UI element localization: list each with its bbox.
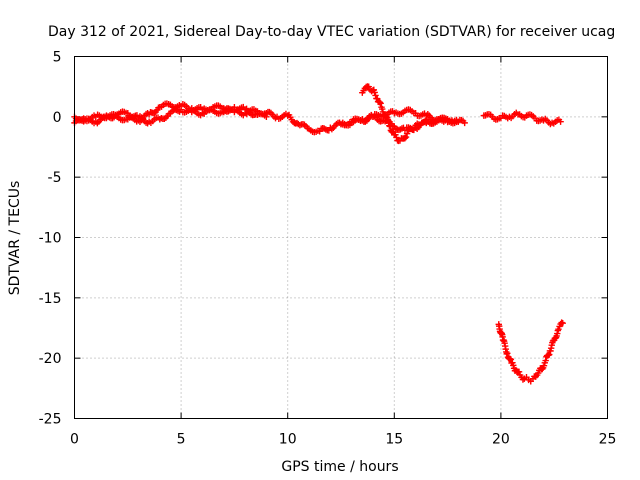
x-tick-label: 20 bbox=[492, 432, 510, 448]
data-point bbox=[231, 103, 247, 113]
plot-frame bbox=[74, 56, 608, 419]
x-tick-label: 25 bbox=[599, 432, 617, 448]
data-point bbox=[337, 119, 354, 129]
x-tick-label: 15 bbox=[385, 432, 403, 448]
y-tick-label: -25 bbox=[39, 412, 62, 428]
data-point bbox=[156, 110, 173, 123]
data-point bbox=[124, 110, 141, 121]
data-point bbox=[433, 114, 450, 124]
data-point bbox=[529, 373, 539, 382]
series-track-e bbox=[480, 109, 564, 128]
data-point bbox=[559, 319, 566, 327]
data-point bbox=[252, 110, 268, 119]
data-point bbox=[177, 106, 194, 116]
data-point bbox=[495, 321, 506, 341]
data-point bbox=[538, 359, 549, 373]
tick-labels: 0 5 10 15 20 25 -25 -20 -15 -10 -5 0 5 bbox=[39, 50, 617, 448]
y-tick-label: -5 bbox=[48, 170, 62, 186]
y-axis-label: SDTVAR / TECUs bbox=[7, 181, 23, 296]
data-marks bbox=[71, 83, 566, 385]
data-point bbox=[284, 111, 301, 127]
y-tick-label: -10 bbox=[39, 231, 62, 247]
data-point bbox=[542, 351, 553, 364]
data-point bbox=[461, 119, 468, 127]
y-tick-label: 0 bbox=[53, 110, 62, 126]
x-axis-label: GPS time / hours bbox=[281, 459, 398, 475]
data-point bbox=[455, 118, 462, 125]
data-point bbox=[412, 118, 428, 133]
data-point bbox=[220, 105, 237, 116]
series-track-f bbox=[495, 319, 566, 385]
x-tick-label: 0 bbox=[70, 432, 79, 448]
series-track-d bbox=[337, 111, 462, 134]
x-tick-label: 10 bbox=[279, 432, 297, 448]
data-point bbox=[156, 100, 172, 111]
series-track-b bbox=[71, 103, 270, 127]
data-point bbox=[374, 95, 384, 107]
data-point bbox=[480, 110, 494, 119]
data-point bbox=[401, 124, 418, 134]
y-tick-label: 5 bbox=[53, 50, 62, 66]
data-point bbox=[399, 133, 410, 142]
y-tick-label: -20 bbox=[39, 351, 62, 367]
data-point bbox=[557, 118, 564, 125]
chart-title: Day 312 of 2021, Sidereal Day-to-day VTE… bbox=[48, 24, 615, 40]
data-point bbox=[504, 350, 515, 363]
y-tick-label: -15 bbox=[39, 291, 62, 307]
data-point bbox=[188, 107, 204, 119]
data-point bbox=[497, 112, 511, 122]
data-point bbox=[401, 106, 418, 117]
data-point bbox=[512, 367, 523, 376]
data-point bbox=[103, 112, 119, 122]
data-point bbox=[263, 113, 270, 121]
data-point bbox=[378, 103, 389, 120]
data-point bbox=[540, 115, 554, 128]
data-point bbox=[209, 102, 226, 112]
x-tick-label: 5 bbox=[177, 432, 186, 448]
data-point bbox=[199, 106, 215, 117]
